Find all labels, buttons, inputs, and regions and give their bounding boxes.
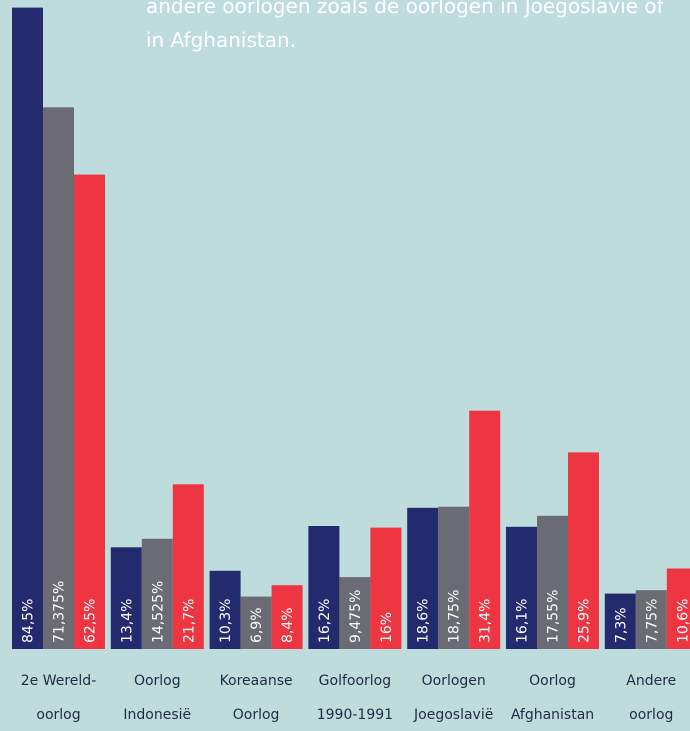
bar-value-label: 8,4% [280, 607, 296, 643]
bar-value-label: 6,9% [249, 607, 265, 643]
bar-g3-s2 [240, 596, 272, 649]
category-label: Oorlog [134, 673, 181, 689]
bar-g7-s1 [604, 593, 636, 649]
bar-value-label: 16,1% [515, 599, 531, 643]
bar-g7-s2 [635, 590, 667, 649]
category-label: Golfoorlog [319, 673, 391, 689]
bar-value-label: 13,4% [119, 599, 135, 643]
category-label: 2e Wereld- [21, 673, 97, 689]
category-label: oorlog [629, 707, 673, 723]
bar-value-label: 62,5% [83, 599, 99, 643]
bar-value-label: 9,475% [348, 590, 364, 643]
category-label: oorlog [36, 707, 80, 723]
bar-g7-s3 [666, 568, 690, 649]
category-label: Joegoslavië [413, 707, 493, 723]
bar-value-label: 10,3% [218, 599, 234, 643]
bar-value-label: 17,55% [546, 590, 562, 643]
category-label: Oorlogen [422, 673, 486, 689]
category-label: Indonesië [123, 707, 191, 723]
bar-value-label: 18,75% [447, 590, 463, 643]
bar-g1-s2 [43, 107, 74, 650]
bar-g6-s1 [506, 526, 537, 649]
bar-g4-s3 [370, 527, 402, 649]
bar-g1-s1 [12, 7, 43, 650]
category-label: Andere [626, 673, 676, 689]
bar-value-label: 10,6% [675, 599, 690, 643]
category-label: Oorlog [529, 673, 576, 689]
bar-value-label: 31,4% [478, 599, 494, 643]
bar-g6-s2 [537, 515, 568, 649]
bar-value-label: 7,75% [644, 599, 660, 643]
bar-value-label: 18,6% [416, 599, 432, 643]
bar-g2-s1 [110, 547, 142, 649]
bar-g3-s3 [271, 585, 303, 649]
bar-g2-s3 [172, 484, 204, 649]
intro-line-1: andere oorlogen zoals de oorlogen in Joe… [146, 0, 664, 18]
bar-g5-s3 [469, 410, 501, 649]
bar-value-label: 71,375% [52, 581, 68, 643]
intro-text: andere oorlogen zoals de oorlogen in Joe… [146, 0, 686, 57]
bar-g1-s3 [74, 174, 105, 649]
bar-g3-s1 [209, 570, 241, 649]
bar-value-label: 21,7% [181, 599, 197, 643]
bar-g5-s2 [438, 506, 470, 649]
bar-g2-s2 [141, 538, 173, 649]
bar-value-label: 25,9% [577, 599, 593, 643]
bar-value-label: 14,525% [150, 581, 166, 643]
bar-g4-s1 [308, 526, 340, 649]
intro-line-2: in Afghanistan. [146, 28, 297, 52]
bar-value-label: 84,5% [21, 599, 37, 643]
bar-g5-s1 [407, 507, 439, 649]
bar-g6-s3 [568, 452, 599, 649]
category-label: Oorlog [233, 707, 280, 723]
category-label: Koreaanse [220, 673, 293, 689]
category-label: 1990-1991 [317, 707, 393, 723]
bar-g4-s2 [339, 577, 371, 649]
bar-value-label: 16,2% [317, 599, 333, 643]
bar-value-label: 7,3% [613, 607, 629, 643]
bar-value-label: 16% [379, 612, 395, 643]
category-label: Afghanistan [511, 707, 594, 723]
